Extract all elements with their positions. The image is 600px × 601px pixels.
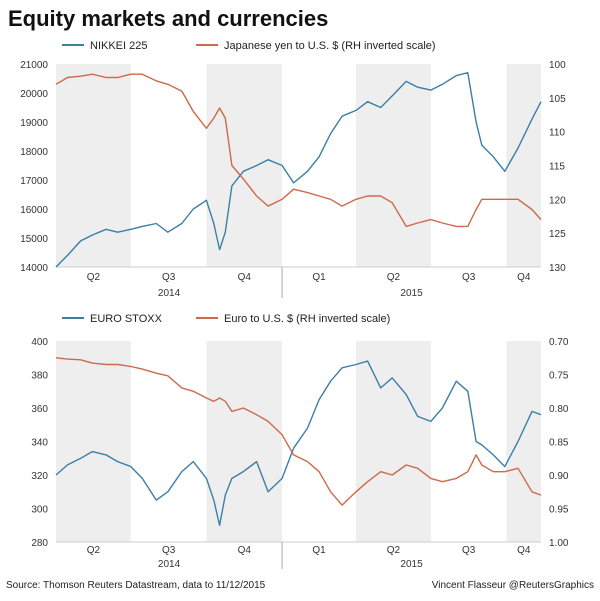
quarter-label-1-7: Q4 bbox=[517, 272, 531, 283]
left-y-tick-label-2-3: 360 bbox=[31, 404, 48, 415]
quarter-label-1-4: Q1 bbox=[312, 272, 326, 283]
left-y-tick-label-1-7: 15000 bbox=[20, 234, 48, 245]
quarter-label-1-5: Q2 bbox=[387, 272, 401, 283]
right-y-tick-label-1-5: 120 bbox=[549, 195, 566, 206]
shaded-quarter-band-2-1 bbox=[56, 341, 131, 542]
shaded-quarter-band-1-2 bbox=[206, 64, 283, 267]
right-y-tick-label-1-2: 105 bbox=[549, 94, 566, 105]
quarter-label-1-6: Q3 bbox=[462, 272, 476, 283]
series-line-2-1 bbox=[55, 360, 542, 526]
left-y-tick-label-1-5: 17000 bbox=[20, 176, 48, 187]
left-y-tick-label-2-7: 280 bbox=[31, 538, 48, 549]
right-y-tick-label-2-2: 0.75 bbox=[549, 371, 569, 382]
quarter-label-2-5: Q2 bbox=[387, 545, 401, 556]
shaded-quarter-band-2-3 bbox=[356, 341, 431, 542]
shaded-quarter-band-2-4 bbox=[506, 341, 541, 542]
quarter-label-1-3: Q4 bbox=[238, 272, 252, 283]
quarter-label-2-4: Q1 bbox=[312, 545, 326, 556]
quarter-label-2-7: Q4 bbox=[517, 545, 531, 556]
quarter-label-2-3: Q4 bbox=[238, 545, 252, 556]
shaded-quarter-band-2-2 bbox=[206, 341, 283, 542]
left-y-tick-label-1-8: 14000 bbox=[20, 263, 48, 274]
quarter-label-2-1: Q2 bbox=[87, 545, 101, 556]
right-y-tick-label-2-4: 0.85 bbox=[549, 438, 569, 449]
right-y-tick-label-2-7: 1.00 bbox=[549, 538, 569, 549]
shaded-quarter-band-1-4 bbox=[506, 64, 541, 267]
quarter-label-1-2: Q3 bbox=[162, 272, 176, 283]
series-line-2-2 bbox=[55, 357, 542, 506]
legend-label-1-1: NIKKEI 225 bbox=[90, 40, 147, 52]
year-label-2-2: 2015 bbox=[400, 559, 423, 570]
left-y-tick-label-2-4: 340 bbox=[31, 438, 48, 449]
year-label-2-1: 2014 bbox=[158, 559, 181, 570]
right-y-tick-label-2-1: 0.70 bbox=[549, 337, 569, 348]
left-y-tick-label-1-1: 21000 bbox=[20, 60, 48, 71]
right-y-tick-label-1-1: 100 bbox=[549, 60, 566, 71]
left-y-tick-label-2-1: 400 bbox=[31, 337, 48, 348]
series-line-1-2 bbox=[55, 73, 542, 228]
quarter-label-2-2: Q3 bbox=[162, 545, 176, 556]
left-y-tick-label-1-3: 19000 bbox=[20, 118, 48, 129]
right-y-tick-label-1-7: 130 bbox=[549, 263, 566, 274]
credit-note: Vincent Flasseur @ReutersGraphics bbox=[431, 580, 594, 591]
right-y-tick-label-2-6: 0.95 bbox=[549, 505, 569, 516]
right-y-tick-label-2-5: 0.90 bbox=[549, 471, 569, 482]
quarter-label-2-6: Q3 bbox=[462, 545, 476, 556]
left-y-tick-label-2-2: 380 bbox=[31, 371, 48, 382]
year-label-1-1: 2014 bbox=[158, 288, 181, 299]
right-y-tick-label-2-3: 0.80 bbox=[549, 404, 569, 415]
source-note: Source: Thomson Reuters Datastream, data… bbox=[6, 580, 266, 591]
shaded-quarter-band-1-1 bbox=[56, 64, 131, 267]
left-y-tick-label-1-2: 20000 bbox=[20, 89, 48, 100]
right-y-tick-label-1-6: 125 bbox=[549, 229, 566, 240]
shaded-quarter-band-1-3 bbox=[356, 64, 431, 267]
legend-label-2-2: Euro to U.S. $ (RH inverted scale) bbox=[224, 313, 390, 325]
right-y-tick-label-1-4: 115 bbox=[549, 162, 565, 173]
quarter-label-1-1: Q2 bbox=[87, 272, 101, 283]
left-y-tick-label-2-5: 320 bbox=[31, 471, 48, 482]
left-y-tick-label-1-6: 16000 bbox=[20, 205, 48, 216]
page-title: Equity markets and currencies bbox=[8, 6, 329, 31]
year-label-1-2: 2015 bbox=[400, 288, 423, 299]
left-y-tick-label-2-6: 300 bbox=[31, 505, 48, 516]
legend-label-2-1: EURO STOXX bbox=[90, 313, 163, 325]
series-line-1-1 bbox=[55, 71, 542, 268]
right-y-tick-label-1-3: 110 bbox=[549, 128, 565, 139]
left-y-tick-label-1-4: 18000 bbox=[20, 147, 48, 158]
legend-label-1-2: Japanese yen to U.S. $ (RH inverted scal… bbox=[224, 40, 436, 52]
